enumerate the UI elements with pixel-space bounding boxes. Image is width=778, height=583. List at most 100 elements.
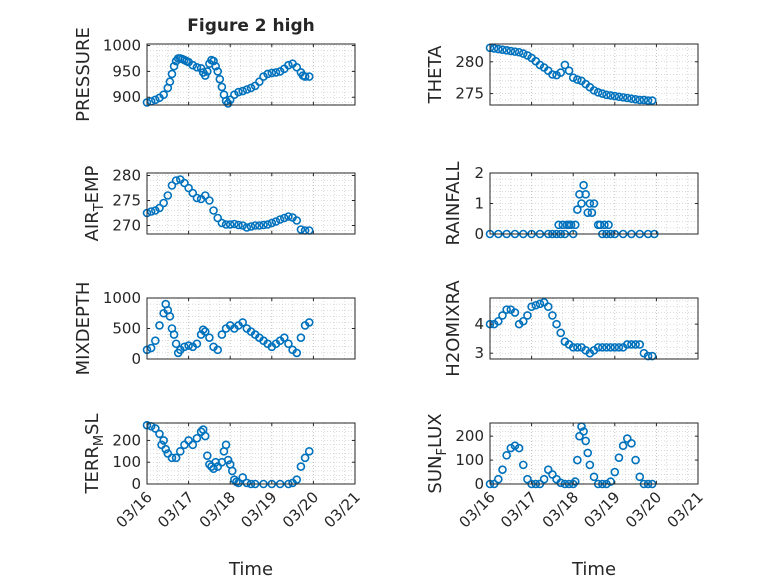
data-point — [506, 443, 516, 453]
data-point — [238, 473, 247, 482]
data-point — [296, 333, 306, 342]
data-point — [598, 89, 607, 98]
ylabel-h2omixra: H2OMIXRA — [443, 280, 464, 377]
grid — [489, 44, 699, 105]
data-point — [175, 447, 185, 456]
data-point — [573, 205, 582, 214]
data-point — [151, 95, 160, 105]
data-point — [498, 465, 507, 474]
y-tick-label: 100 — [455, 451, 484, 469]
panel-theta: 275 280 THETA — [425, 43, 699, 106]
data-point — [155, 203, 164, 213]
data-point — [234, 220, 243, 230]
data-point — [581, 436, 590, 446]
data-point — [192, 339, 202, 349]
data-point — [627, 94, 636, 103]
data-point — [292, 348, 302, 358]
y-tick-label: 0 — [474, 225, 484, 243]
data-point — [564, 66, 574, 75]
data-point — [627, 439, 636, 448]
series-markers — [485, 43, 657, 105]
data-point — [622, 93, 632, 103]
data-point — [184, 341, 193, 350]
data-point — [242, 223, 252, 232]
data-point — [502, 46, 511, 55]
panel-pressure: 900 950 1000 PRESSURE — [73, 27, 356, 122]
data-point — [169, 61, 179, 71]
data-point — [296, 225, 306, 234]
data-point — [184, 183, 193, 193]
data-point — [171, 176, 181, 185]
data-point — [200, 191, 210, 200]
y-tick-label: 280 — [455, 53, 484, 71]
data-point — [225, 220, 235, 229]
data-point — [205, 333, 214, 342]
data-point — [271, 217, 281, 226]
data-point — [614, 343, 624, 352]
data-point — [300, 453, 310, 463]
data-point — [560, 60, 570, 70]
data-point — [279, 333, 289, 342]
grid — [489, 423, 699, 485]
data-point — [171, 339, 181, 349]
data-point — [543, 465, 553, 474]
data-point — [271, 68, 281, 77]
data-point — [198, 325, 208, 335]
data-point — [575, 431, 584, 441]
data-point — [167, 453, 177, 463]
data-point — [518, 460, 528, 470]
y-tick-label: 275 — [455, 85, 484, 103]
y-tick-label: 4 — [474, 315, 484, 333]
data-point — [535, 299, 545, 309]
data-point — [267, 218, 277, 228]
y-tick-label: 280 — [112, 167, 141, 185]
y-tick-label: 1000 — [103, 289, 141, 307]
data-point — [209, 206, 218, 215]
data-point — [600, 220, 609, 230]
ylabel-pressure: PRESSURE — [73, 27, 94, 122]
data-point — [155, 429, 164, 439]
axes-box — [489, 422, 699, 485]
data-point — [284, 212, 293, 221]
data-point — [593, 343, 603, 352]
y-tick-label: 900 — [112, 88, 141, 106]
data-point — [604, 220, 613, 230]
data-point — [579, 180, 588, 190]
data-point — [523, 474, 532, 484]
series-markers — [142, 175, 314, 235]
data-point — [192, 62, 202, 72]
data-point — [263, 220, 272, 229]
data-point — [635, 340, 645, 349]
data-point — [203, 67, 212, 76]
data-point — [622, 434, 632, 443]
data-point — [205, 196, 214, 205]
data-point — [284, 339, 293, 349]
data-point — [573, 75, 582, 84]
data-point — [163, 191, 173, 200]
data-point — [570, 477, 580, 486]
data-point — [169, 330, 179, 339]
y-tick-label: 0 — [474, 475, 484, 493]
data-point — [539, 474, 549, 484]
y-tick-label: 3 — [474, 344, 484, 362]
ylabel-sun-flux: SUNFLUX — [425, 413, 450, 493]
data-point — [531, 300, 541, 310]
data-point — [250, 221, 260, 230]
data-point — [255, 77, 264, 87]
data-point — [188, 188, 198, 198]
data-point — [217, 330, 227, 339]
data-point — [635, 95, 645, 105]
data-point — [573, 455, 582, 465]
data-point — [622, 340, 632, 349]
data-point — [577, 199, 586, 208]
data-point — [304, 318, 314, 327]
panel-air-temp: 270 275 280 AIRTEMP — [82, 165, 356, 241]
data-point — [213, 345, 223, 355]
data-point — [246, 83, 256, 93]
data-point — [217, 218, 227, 228]
data-point — [155, 321, 164, 330]
y-tick-label: 270 — [112, 217, 141, 235]
data-point — [279, 213, 289, 223]
data-point — [593, 87, 603, 97]
